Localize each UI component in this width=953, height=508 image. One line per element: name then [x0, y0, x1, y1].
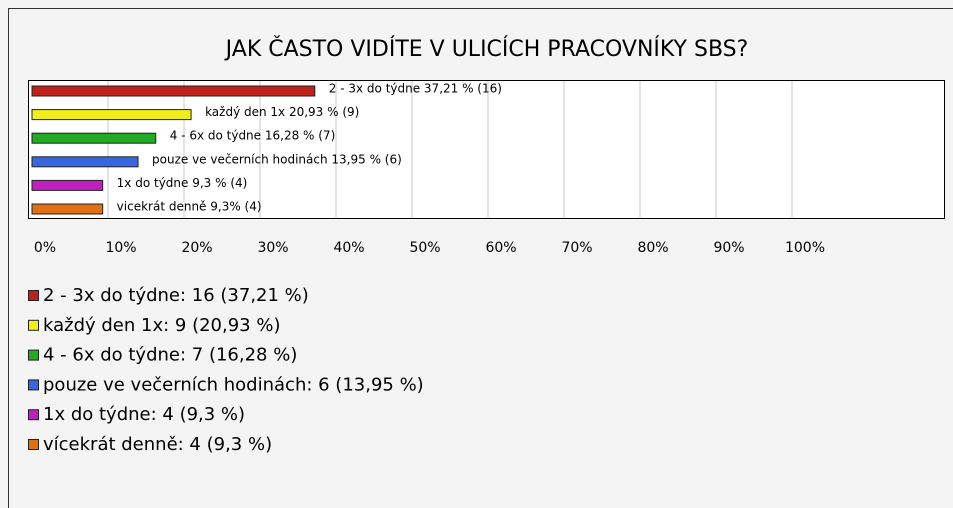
bar-label: pouze ve večerních hodinách 13,95 % (6) — [152, 152, 402, 166]
bar-label: každý den 1x 20,93 % (9) — [205, 105, 359, 119]
bar — [31, 203, 104, 215]
bar-label: 2 - 3x do týdne 37,21 % (16) — [329, 82, 502, 96]
legend-swatch — [28, 319, 39, 331]
x-tick-label: 100% — [785, 240, 825, 256]
x-tick-label: 50% — [409, 240, 440, 256]
bar-label: vicekrát denně 9,3% (4) — [117, 200, 262, 214]
legend-label: vícekrát denně: 4 (9,3 %) — [43, 434, 272, 455]
legend-swatch — [28, 439, 39, 450]
legend-swatch — [28, 290, 39, 301]
x-tick-label: 90% — [713, 240, 744, 256]
legend-swatch — [28, 349, 39, 361]
bar — [31, 85, 316, 97]
legend-label: 1x do týdne: 4 (9,3 %) — [43, 404, 245, 425]
bar — [31, 179, 104, 191]
plot-area — [28, 80, 945, 219]
x-tick-label: 20% — [181, 240, 212, 256]
bar-label: 4 - 6x do týdne 16,28 % (7) — [170, 129, 336, 143]
bar — [31, 109, 192, 121]
legend-label: 4 - 6x do týdne: 7 (16,28 %) — [43, 345, 297, 366]
x-tick-label: 0% — [34, 240, 56, 256]
legend-label: každý den 1x: 9 (20,93 %) — [43, 315, 280, 336]
bar — [31, 156, 139, 168]
legend-label: 2 - 3x do týdne: 16 (37,21 %) — [43, 285, 309, 306]
x-tick-label: 30% — [257, 240, 288, 256]
legend-swatch — [28, 379, 39, 391]
x-tick-label: 40% — [333, 240, 364, 256]
x-tick-label: 60% — [485, 240, 516, 256]
bar-label: 1x do týdne 9,3 % (4) — [117, 176, 248, 190]
x-tick-label: 70% — [561, 240, 592, 256]
legend-label: pouze ve večerních hodinách: 6 (13,95 %) — [43, 374, 424, 395]
frame — [8, 8, 953, 508]
x-tick-label: 10% — [105, 240, 136, 256]
x-tick-label: 80% — [637, 240, 668, 256]
legend-swatch — [28, 409, 39, 421]
bar — [31, 132, 157, 144]
chart-title: JAK ČASTO VIDÍTE V ULICÍCH PRACOVNÍKY SB… — [224, 36, 749, 62]
